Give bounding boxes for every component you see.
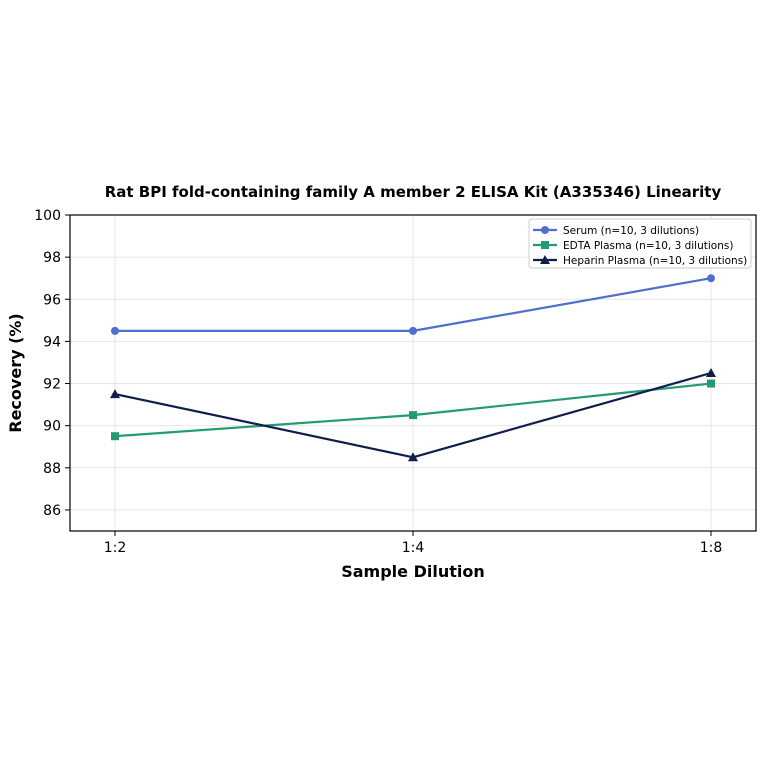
legend-box — [528, 218, 752, 269]
series-triangle — [110, 368, 716, 462]
y-tick-label: 100 — [34, 208, 61, 224]
legend-label: EDTA Plasma (n=10, 3 dilutions) — [563, 240, 733, 252]
y-tick-label: 86 — [43, 503, 61, 519]
legend-marker — [540, 255, 550, 264]
data-point — [408, 452, 418, 462]
y-tick-label: 96 — [43, 292, 61, 308]
data-point — [110, 389, 120, 399]
x-tick-label: 1:2 — [104, 540, 127, 556]
x-tick-label: 1:8 — [700, 540, 723, 556]
legend-entry: Heparin Plasma (n=10, 3 dilutions) — [533, 255, 747, 267]
series-square — [111, 379, 715, 441]
y-axis-label: Recovery (%) — [6, 313, 25, 432]
legend-entry: Serum (n=10, 3 dilutions) — [533, 225, 699, 237]
data-point — [409, 326, 417, 335]
axes: 86 88 90 92 94 96 98 100 1:2 1:4 1:8 — [34, 208, 722, 556]
data-point — [111, 432, 119, 441]
y-tick-label: 92 — [43, 377, 61, 393]
legend: Serum (n=10, 3 dilutions) EDTA Plasma (n=… — [528, 218, 752, 269]
y-tick-label: 90 — [43, 419, 61, 435]
y-tick-label: 94 — [43, 334, 61, 350]
x-axis-label: Sample Dilution — [341, 562, 485, 581]
x-tick-label: 1:4 — [402, 540, 425, 556]
series-lines — [110, 274, 716, 462]
data-point — [706, 368, 716, 377]
data-point — [707, 274, 715, 283]
legend-label: Serum (n=10, 3 dilutions) — [563, 225, 699, 237]
legend-marker — [541, 226, 549, 234]
chart-title: Rat BPI fold-containing family A member … — [105, 183, 722, 201]
legend-entry: EDTA Plasma (n=10, 3 dilutions) — [533, 240, 733, 252]
legend-label: Heparin Plasma (n=10, 3 dilutions) — [563, 255, 747, 267]
series-circle — [111, 274, 715, 335]
y-tick-label: 98 — [43, 250, 61, 266]
data-point — [409, 411, 417, 420]
data-point — [111, 326, 119, 335]
legend-marker — [541, 241, 549, 249]
y-tick-label: 88 — [43, 461, 61, 477]
data-point — [707, 379, 715, 388]
